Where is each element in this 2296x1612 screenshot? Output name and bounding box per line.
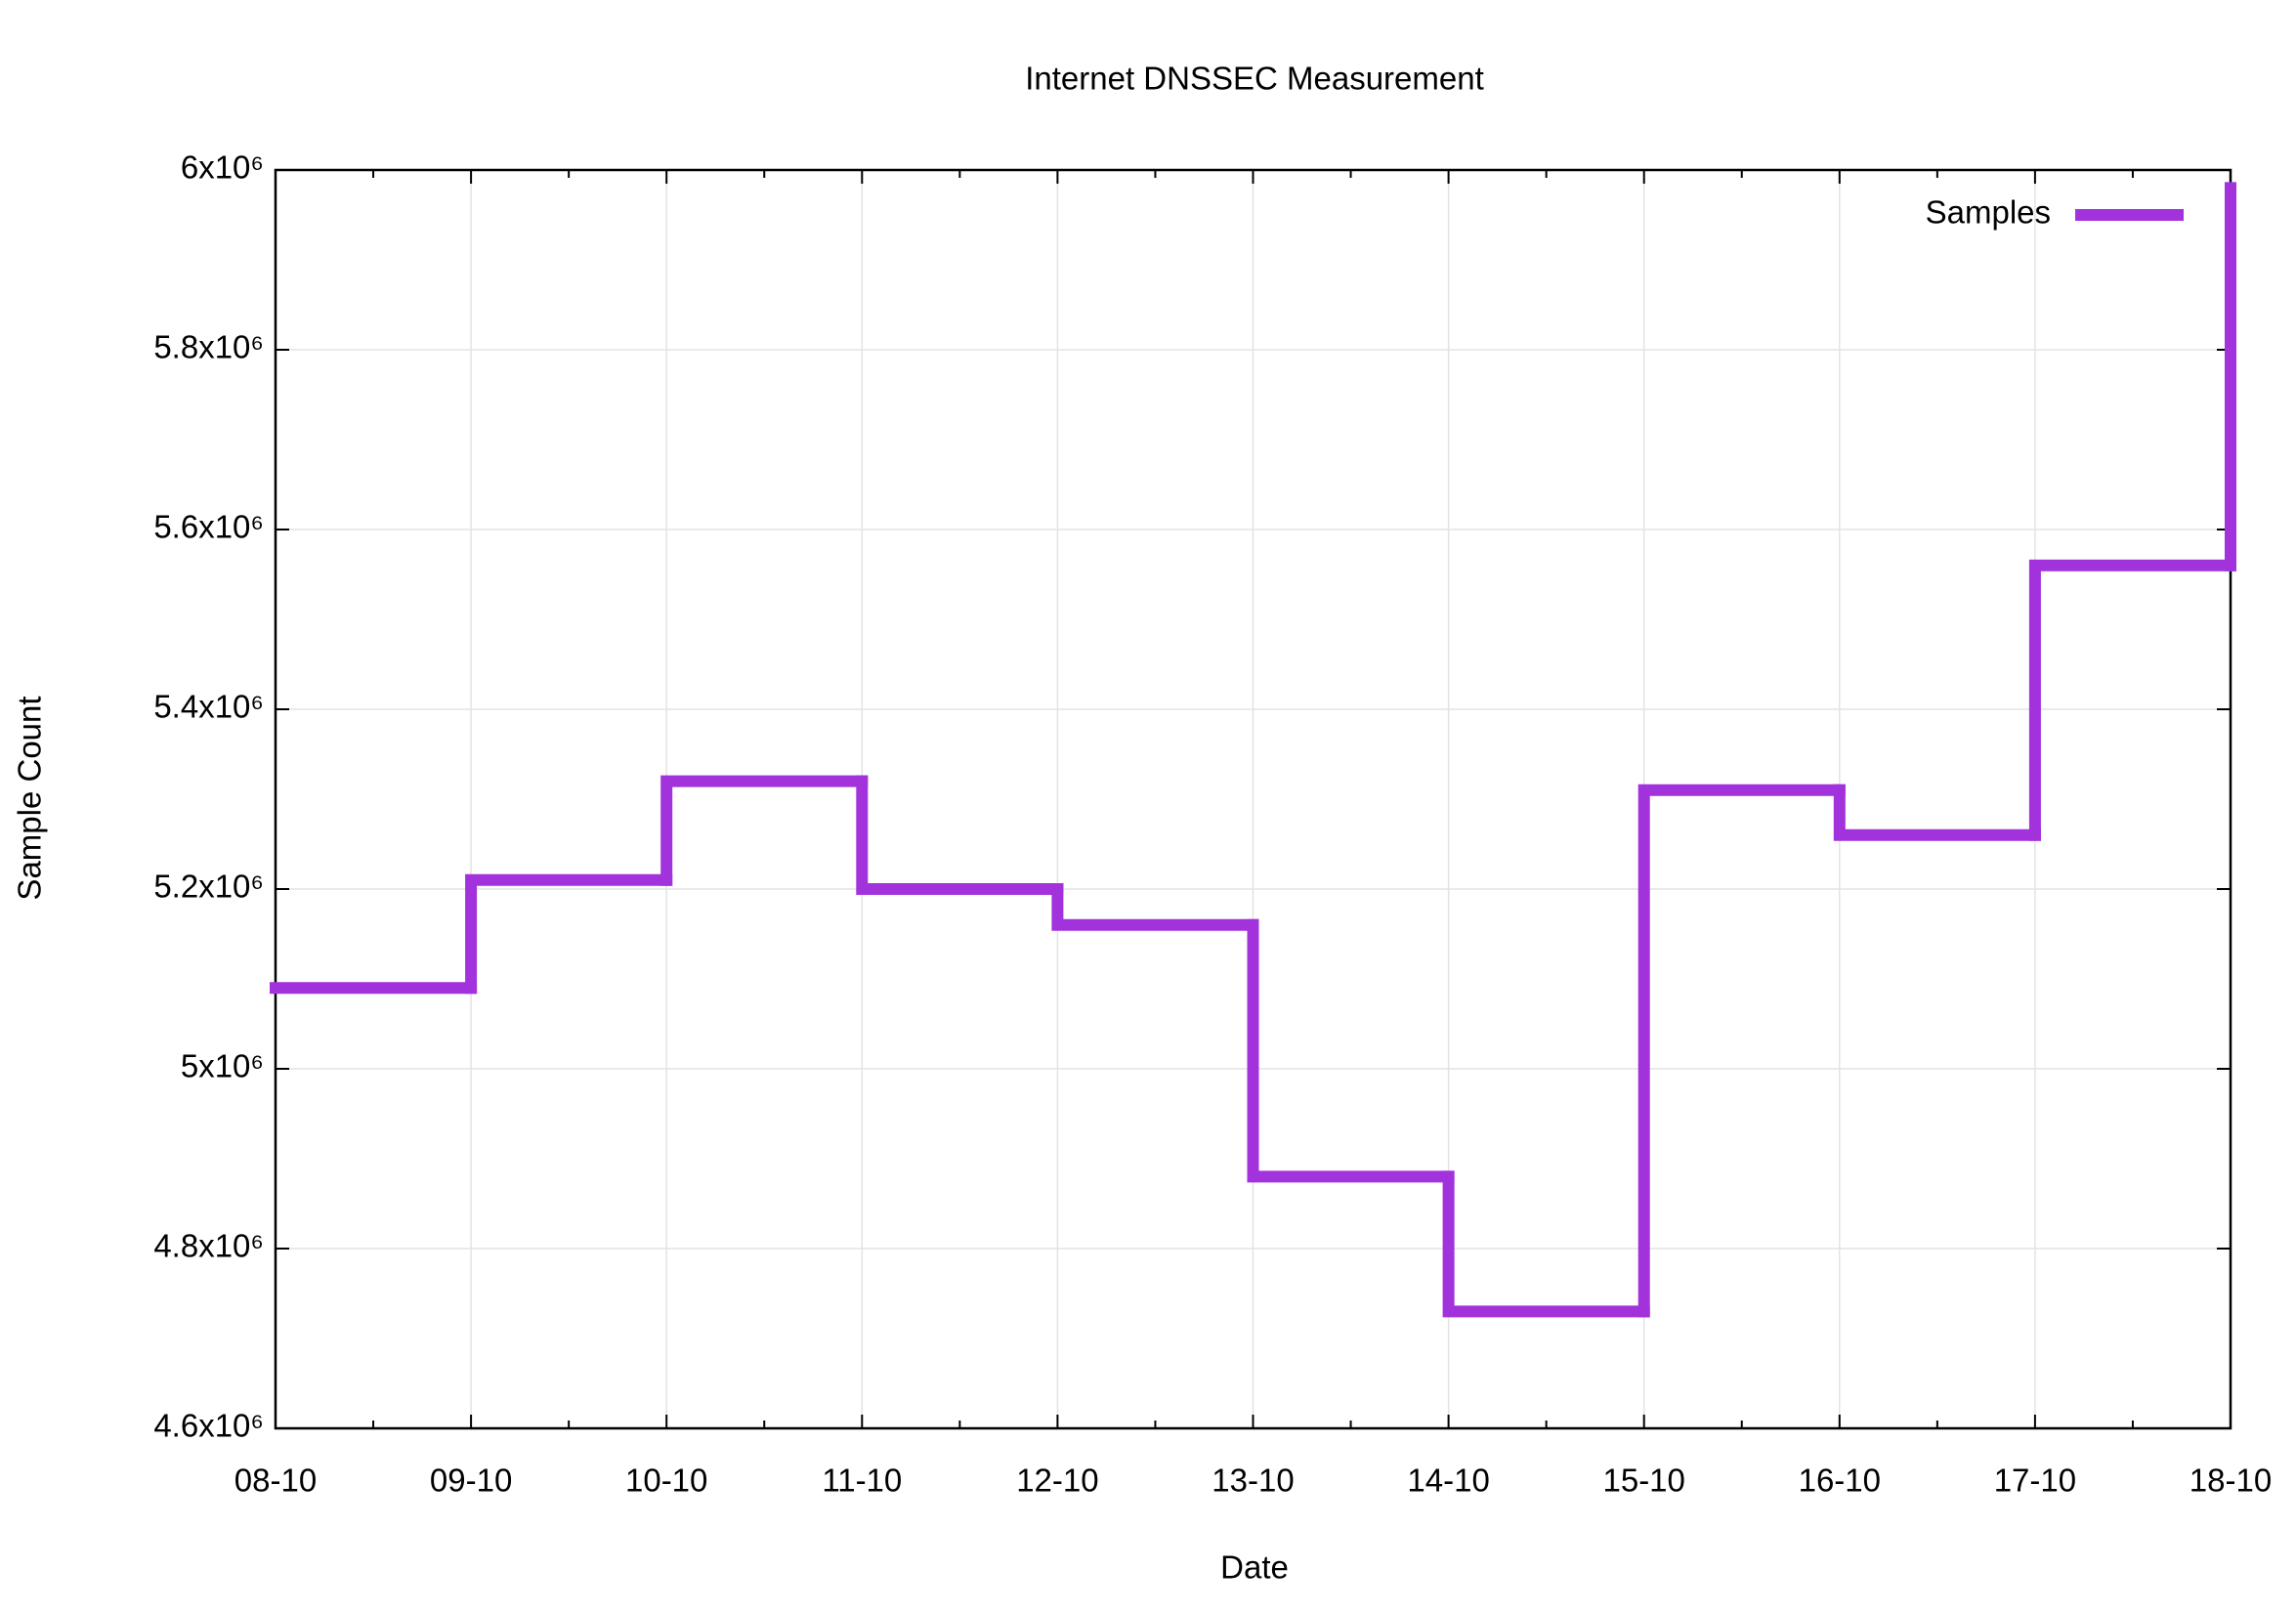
legend-label: Samples (1926, 194, 2051, 231)
x-tick-label: 12-10 (1016, 1463, 1098, 1499)
step-segment (1247, 918, 1455, 1183)
y-tick-label: 6x10⁶ (181, 149, 264, 186)
step-segment (660, 775, 869, 886)
chart-title: Internet DNSSEC Measurement (1025, 61, 1484, 97)
x-tick-label: 11-10 (822, 1463, 902, 1499)
x-tick-label: 10-10 (625, 1463, 707, 1499)
x-tick-label: 13-10 (1212, 1463, 1294, 1499)
y-tick-label: 4.8x10⁶ (153, 1228, 264, 1264)
x-tick-label: 15-10 (1602, 1463, 1684, 1499)
x-axis-label: Date (1220, 1549, 1289, 1586)
step-segment (1833, 784, 2041, 841)
step-segment (856, 775, 1064, 895)
x-tick-label: 09-10 (430, 1463, 512, 1499)
x-tick-label: 18-10 (2190, 1463, 2272, 1499)
y-axis-label: Sample Count (12, 696, 48, 900)
x-tick-label: 17-10 (1994, 1463, 2076, 1499)
y-tick-label: 5x10⁶ (181, 1048, 264, 1084)
y-tick-label: 5.6x10⁶ (153, 509, 264, 545)
y-tick-label: 5.8x10⁶ (153, 329, 264, 365)
step-segment (465, 873, 673, 995)
step-segment (1051, 883, 1259, 931)
y-tick-label: 4.6x10⁶ (153, 1408, 264, 1444)
x-tick-label: 08-10 (234, 1463, 317, 1499)
y-tick-label: 5.4x10⁶ (153, 689, 264, 725)
step-segment (1637, 784, 1846, 1318)
x-tick-label: 14-10 (1407, 1463, 1489, 1499)
y-tick-label: 5.2x10⁶ (153, 869, 264, 905)
plot-frame (274, 168, 2232, 1430)
step-segment (2028, 559, 2236, 841)
x-tick-label: 16-10 (1799, 1463, 1881, 1499)
step-segment (1442, 1170, 1650, 1318)
